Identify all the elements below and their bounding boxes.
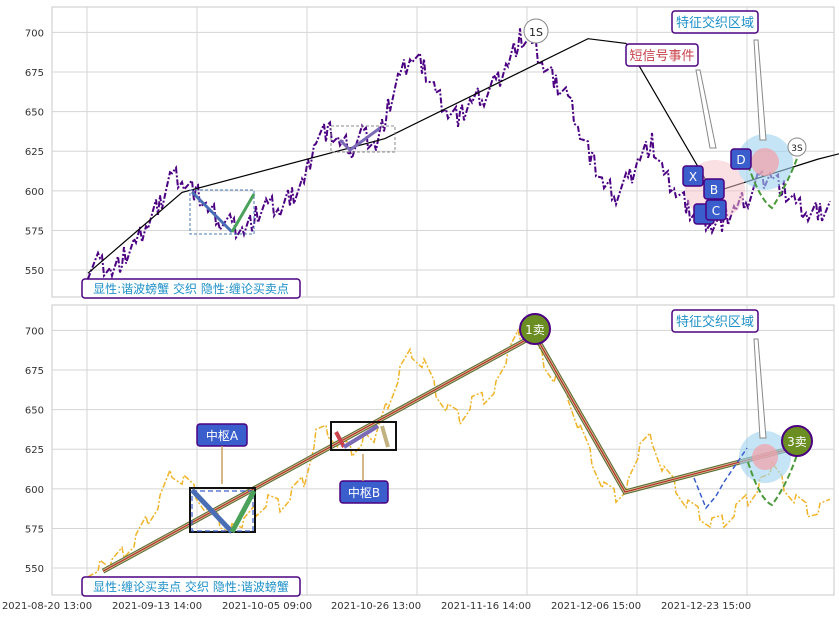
y-tick-label: 625: [25, 147, 44, 158]
annotation-box: [671, 309, 759, 333]
zone-stroke: [190, 488, 234, 534]
zigzag-line: [87, 38, 839, 274]
price-line: [87, 28, 831, 280]
x-tick-label: 2021-09-13 14:00: [112, 601, 202, 612]
sell-signal-label: 3S: [791, 144, 803, 154]
y-tick-label: 675: [25, 366, 44, 377]
sell-signal-label: 1S: [529, 26, 543, 39]
feature-zone-annotation: 特征交织区域: [676, 314, 754, 330]
panel-caption: 显性:谐波螃蟹 交织 隐性:缠论买卖点: [93, 281, 289, 296]
x-tick-label: 2021-08-20 13:00: [2, 601, 92, 612]
central-zone-inner: [191, 490, 254, 532]
top-panel: 550 575 600 625 650 675 700: [25, 6, 835, 298]
pattern-box: [330, 125, 396, 153]
y-tick-label: 575: [25, 226, 44, 237]
central-zone-tag: [339, 480, 389, 504]
sell-signal-label: 1卖: [525, 323, 545, 337]
bottom-panel: 550 575 600 625 650 675 700: [25, 304, 835, 596]
zone-stroke: [342, 424, 380, 449]
pattern-leg: [230, 193, 256, 233]
y-tick-label: 675: [25, 68, 44, 79]
sell-signal-marker: [781, 425, 813, 457]
caption-box: [81, 576, 301, 597]
y-tick-label: 625: [25, 445, 44, 456]
caption-box: [81, 278, 301, 299]
pattern-point-label: B: [710, 183, 718, 197]
pattern-point-label: D: [736, 153, 745, 167]
pattern-point-label: C: [712, 204, 720, 218]
central-zone-box: [330, 421, 397, 451]
x-tick-label: 2021-11-16 14:00: [441, 601, 531, 612]
feature-zone: [751, 148, 779, 176]
pattern-point-box: [730, 148, 752, 170]
plot-frame: [51, 304, 835, 596]
short-signal-annotation: 短信号事件: [629, 49, 694, 64]
x-tick-label: 2021-12-06 15:00: [551, 601, 641, 612]
annotation-arrow: [753, 39, 767, 141]
x-tick-label: 2021-10-05 09:00: [222, 601, 312, 612]
pattern-leg: [190, 190, 234, 234]
projection-arc: [747, 149, 801, 210]
sell-signal-marker: [519, 313, 551, 345]
y-tick-label: 575: [25, 524, 44, 535]
plot-frame: [51, 6, 835, 298]
feature-zone-annotation: 特征交织区域: [676, 15, 754, 31]
zone-stroke: [229, 489, 257, 534]
x-tick-label: 2021-12-23 15:00: [661, 601, 751, 612]
y-tick-label: 700: [25, 326, 44, 337]
central-zone-label: 中枢B: [348, 485, 380, 500]
pattern-point-box: [705, 199, 727, 221]
sell-signal-marker: [787, 137, 807, 157]
pattern-point-label: X: [689, 170, 697, 184]
annotation-box: [671, 10, 759, 34]
central-zone-label: 中枢A: [206, 428, 239, 443]
x-tick-label: 2021-10-26 13:00: [331, 601, 421, 612]
y-tick-label: 550: [25, 564, 44, 575]
annotation-box: [625, 43, 699, 67]
pattern-point-box: [703, 178, 725, 200]
zone-stroke: [380, 425, 390, 448]
y-tick-label: 550: [25, 266, 44, 277]
y-tick-label: 600: [25, 485, 44, 496]
pattern-box: [189, 189, 255, 235]
y-tick-label: 700: [25, 28, 44, 39]
annotation-arrow: [695, 69, 717, 149]
sell-signal-label: 3卖: [787, 435, 807, 449]
pattern-point-box: [682, 165, 704, 187]
y-tick-label: 600: [25, 187, 44, 198]
bi-stroke-inner: [102, 334, 796, 572]
feature-zone: [752, 444, 778, 470]
y-tick-label: 650: [25, 108, 44, 119]
panel-caption: 显性:缠论买卖点 交织 隐性:谐波螃蟹: [93, 579, 289, 594]
central-zone-box: [189, 487, 256, 533]
sell-signal-marker: [523, 18, 549, 44]
annotation-arrow: [753, 338, 767, 439]
zone-stroke: [334, 431, 346, 448]
projection-arc: [747, 444, 801, 507]
y-tick-label: 650: [25, 406, 44, 417]
pattern-leg: [338, 126, 381, 152]
